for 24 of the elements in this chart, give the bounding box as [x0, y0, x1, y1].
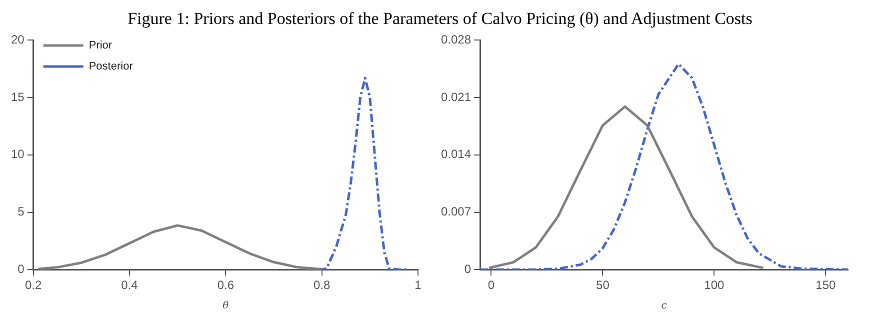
y-tick-label: 0.021 [441, 90, 472, 104]
x-tick-label: 50 [596, 278, 610, 292]
x-tick-label: 0.8 [313, 278, 330, 292]
y-tick-label: 15 [10, 90, 25, 104]
legend-label: Prior [88, 40, 112, 52]
y-tick-label: 0 [18, 262, 25, 276]
x-tick-label: 1 [414, 278, 422, 292]
x-tick-label: 0.2 [25, 278, 42, 292]
legend-label: Posterior [88, 60, 134, 73]
x-tick-label: 0.6 [217, 278, 234, 292]
y-tick-label: 20 [10, 32, 25, 47]
y-tick-label: 0 [464, 262, 472, 276]
x-axis-title: θ [222, 300, 229, 312]
x-tick-label: 100 [704, 278, 725, 292]
x-tick-label: 0.4 [121, 278, 138, 292]
y-tick-label: 0.007 [441, 204, 472, 219]
x-axis-title: c [661, 300, 668, 312]
y-tick-label: 10 [10, 147, 25, 162]
y-tick-label: 5 [18, 204, 25, 219]
chart-title: Figure 1: Priors and Posteriors of the Parameters of Calvo Pricing (θ) and Adjustment Costs [126, 8, 754, 30]
y-tick-label: 0.028 [441, 32, 472, 47]
x-tick-label: 0 [488, 278, 495, 292]
x-tick-label: 150 [816, 278, 836, 292]
y-tick-label: 0.014 [441, 147, 472, 162]
